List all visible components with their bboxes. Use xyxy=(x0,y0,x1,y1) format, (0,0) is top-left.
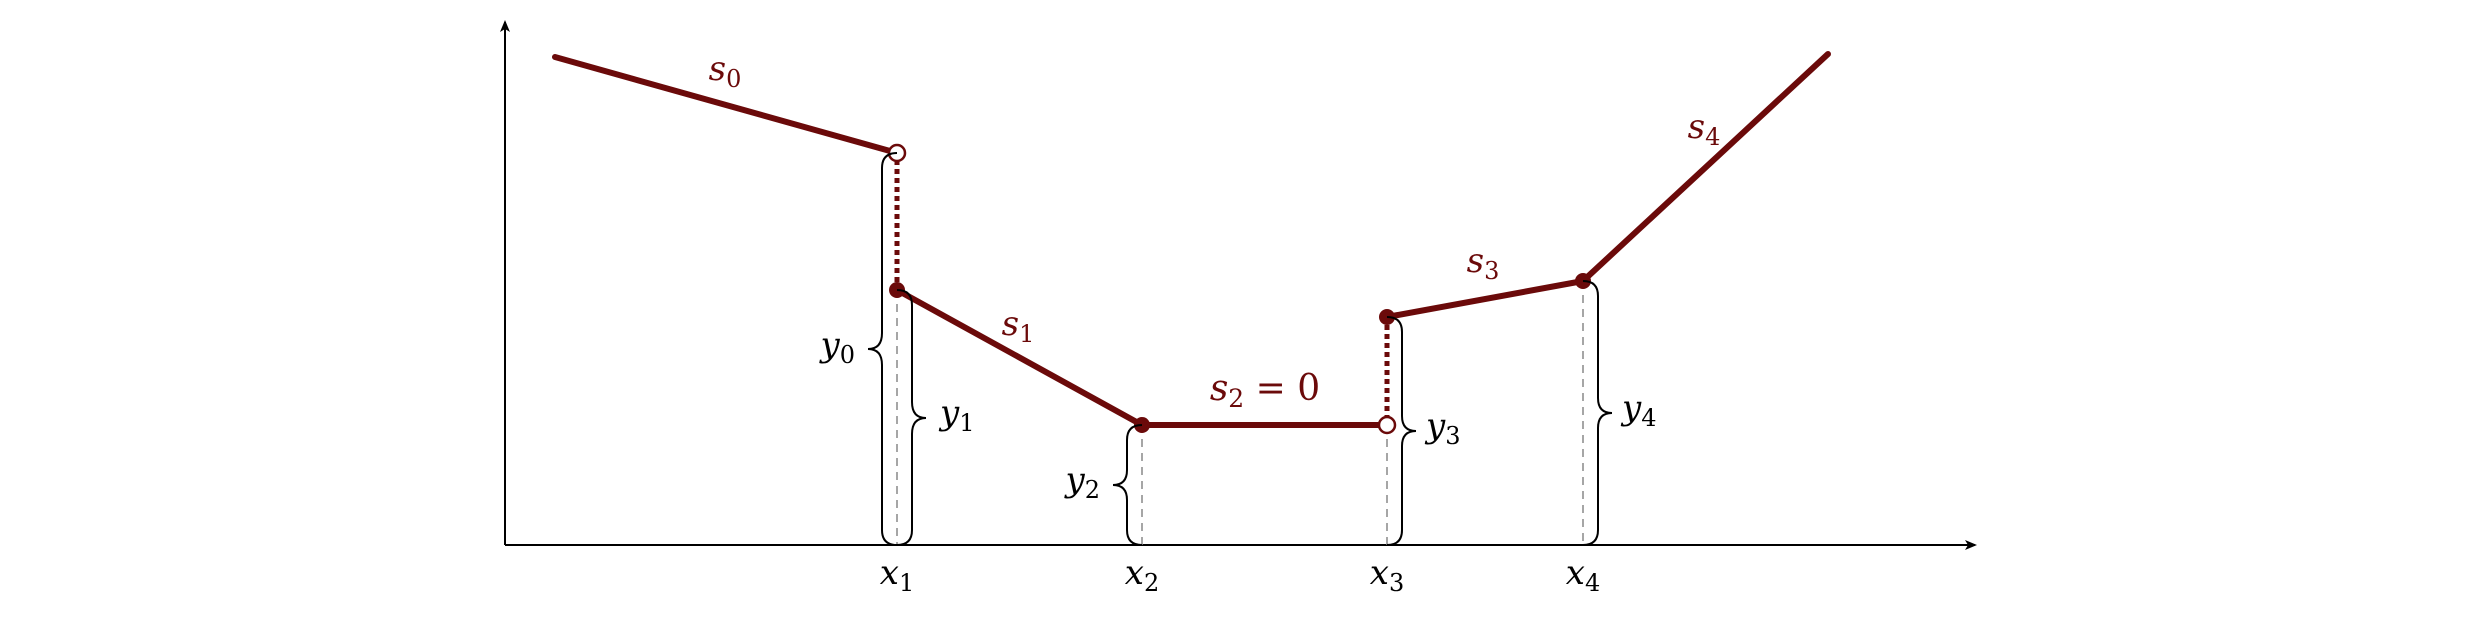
brace-y4 xyxy=(1582,280,1613,546)
segment-s4 xyxy=(1580,51,1831,284)
segment-label-s1: s1 xyxy=(1002,304,1035,348)
x-label-x2: x2 xyxy=(1125,553,1159,597)
brace-y3 xyxy=(1386,316,1417,546)
segment-label-s4: s4 xyxy=(1688,107,1721,151)
open-point-x3 xyxy=(1377,415,1397,435)
x-label-x3: x3 xyxy=(1370,553,1404,597)
segment-label-s3: s3 xyxy=(1467,241,1500,285)
y-label-y3: y3 xyxy=(1424,406,1461,450)
x-label-x1: x1 xyxy=(880,553,914,597)
y-label-y0: y0 xyxy=(819,325,856,369)
y-label-y1: y1 xyxy=(938,393,975,437)
brace-y0 xyxy=(867,152,898,546)
segment-s3 xyxy=(1384,278,1586,320)
brace-y1 xyxy=(896,289,927,546)
y-label-y4: y4 xyxy=(1620,388,1657,432)
segment-label-s2: s2 = 0 xyxy=(1210,368,1320,413)
segment-s0 xyxy=(552,54,900,156)
y-label-y2: y2 xyxy=(1064,460,1101,504)
x-label-x4: x4 xyxy=(1566,553,1600,597)
brace-y2 xyxy=(1112,424,1143,546)
segment-s1 xyxy=(894,287,1145,428)
segment-label-s0: s0 xyxy=(709,49,742,93)
